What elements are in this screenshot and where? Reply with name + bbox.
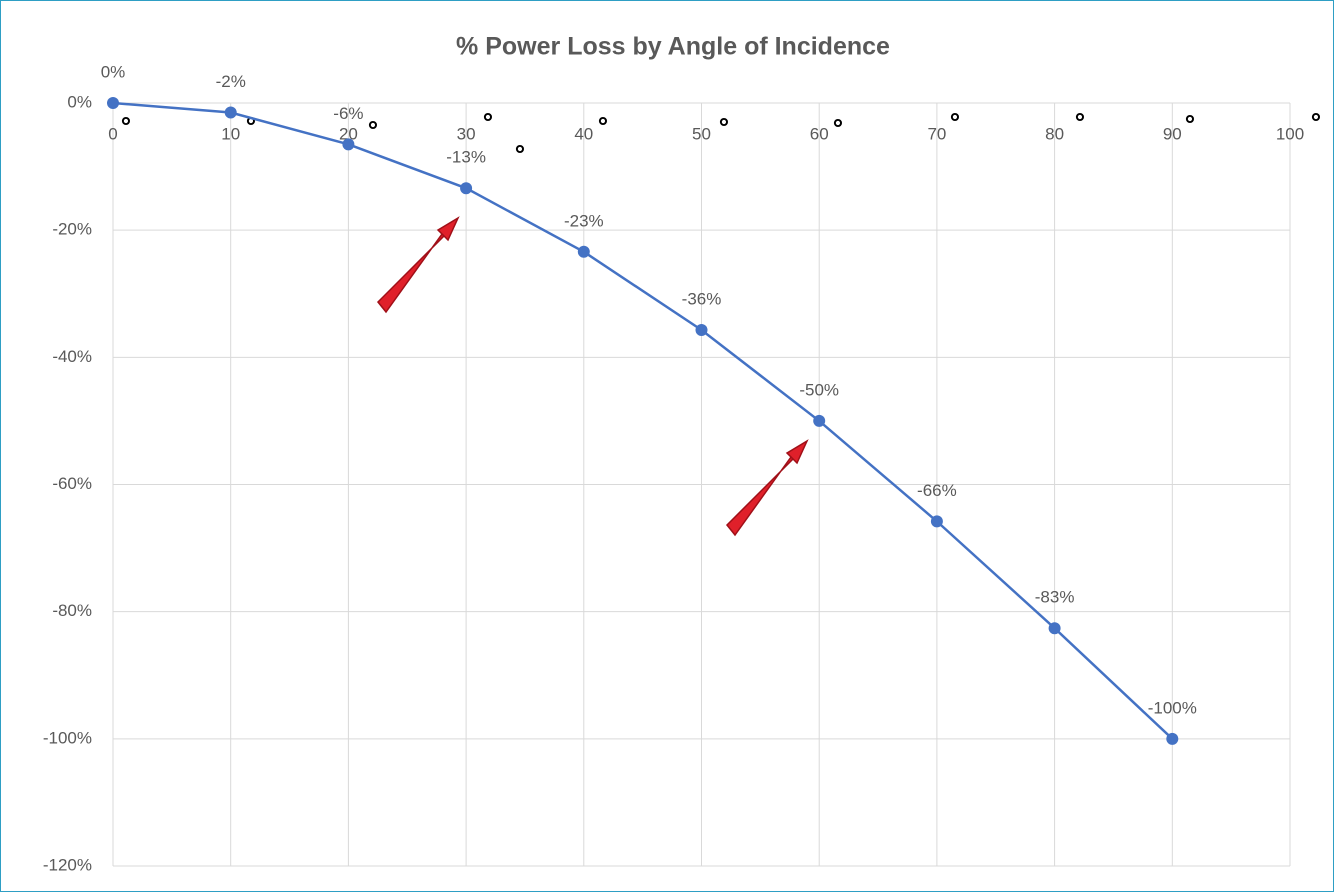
x-tick-label: 50	[692, 124, 711, 143]
x-tick-label: 10	[221, 124, 240, 143]
x-tick-label: 0	[108, 124, 117, 143]
x-tick-label: 80	[1045, 124, 1064, 143]
annotation: °	[368, 115, 378, 145]
data-point	[460, 182, 473, 195]
annotation: °	[833, 113, 843, 143]
chart-title: % Power Loss by Angle of Incidence	[456, 33, 890, 61]
y-tick-label: -40%	[52, 347, 92, 366]
data-point	[813, 414, 826, 427]
annotation: °	[719, 112, 729, 142]
arrow	[376, 216, 460, 314]
data-point	[577, 245, 590, 258]
arrow	[725, 439, 809, 537]
y-tick-label: -120%	[43, 855, 92, 874]
annotation: °	[1185, 109, 1195, 139]
x-tick-label: 20	[339, 124, 358, 143]
data-label: -36%	[682, 289, 722, 308]
data-label: -23%	[564, 211, 604, 230]
data-point	[342, 138, 355, 151]
data-label: -13%	[446, 148, 486, 167]
data-label: -100%	[1148, 698, 1197, 717]
annotation: °	[950, 107, 960, 137]
x-tick-label: 60	[810, 124, 829, 143]
y-tick-label: 0%	[67, 92, 92, 111]
data-point	[107, 97, 119, 109]
annotation: °	[1311, 107, 1321, 137]
data-label: -2%	[216, 72, 246, 91]
x-tick-label: 30	[457, 124, 476, 143]
annotation: °	[246, 111, 256, 141]
data-point	[695, 323, 708, 336]
arrow-shape	[725, 439, 809, 537]
y-tick-label: -100%	[43, 728, 92, 747]
data-point	[1166, 732, 1179, 745]
annotation: °	[598, 111, 608, 141]
plot-area: 0% -20% -40% -60% -80% -100% -120% 0 10 20 30 40 50 6…	[43, 62, 1321, 874]
data-label: -6%	[333, 104, 363, 123]
data-label: -66%	[917, 481, 957, 500]
arrow-shape	[376, 216, 460, 314]
annotation: °	[515, 139, 525, 169]
annotation: °	[483, 107, 493, 137]
x-tick-label: 70	[927, 124, 946, 143]
x-tick-label: 90	[1163, 124, 1182, 143]
y-tick-label: -60%	[52, 474, 92, 493]
data-label: -83%	[1035, 588, 1075, 607]
annotation: °	[1075, 107, 1085, 137]
data-label: 0%	[101, 62, 126, 81]
y-tick-label: -20%	[52, 220, 92, 239]
data-point	[224, 106, 237, 119]
annotation: °	[121, 111, 131, 141]
data-point	[1048, 622, 1061, 635]
data-point	[930, 515, 943, 528]
x-tick-label: 40	[574, 124, 593, 143]
series-line	[112, 101, 1174, 740]
x-tick-label: 100	[1276, 124, 1304, 143]
y-tick-label: -80%	[52, 601, 92, 620]
data-label: -50%	[799, 380, 839, 399]
